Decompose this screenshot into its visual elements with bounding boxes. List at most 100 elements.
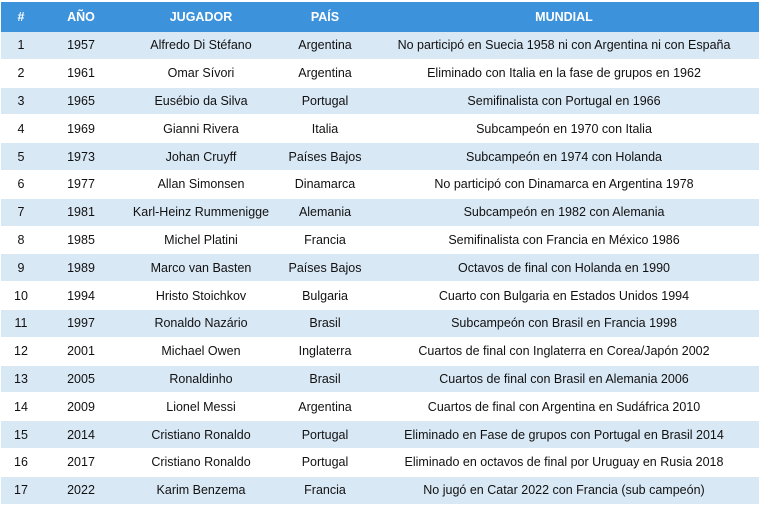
- table-row: 12 2001 Michael Owen Inglaterra Cuartos de f…: [1, 337, 759, 366]
- header-cell: AÑO: [41, 2, 121, 32]
- table-cell: Hristo Stoichkov: [121, 281, 281, 310]
- table-cell: Alfredo Di Stéfano: [121, 32, 281, 60]
- table-row: 6 1977 Allan Simonsen Dinamarca No participó…: [1, 170, 759, 199]
- header-cell: PAÍS: [281, 2, 369, 32]
- table-cell: 1989: [41, 253, 121, 283]
- table-row: 17 2022 Karim Benzema Francia No jugó en Cat…: [1, 476, 759, 505]
- table-cell: Ronaldo Nazário: [121, 309, 281, 338]
- table-cell: Países Bajos: [281, 142, 369, 171]
- table-cell: 4: [1, 114, 41, 144]
- table-cell: Argentina: [281, 392, 369, 422]
- table-cell: 1965: [41, 87, 121, 116]
- table-cell: No participó en Suecia 1958 ni con Argen…: [369, 32, 759, 60]
- table-row: 2 1961 Omar Sívori Argentina Eliminado con I…: [1, 59, 759, 88]
- table-cell: 2022: [41, 476, 121, 505]
- table-cell: 1997: [41, 309, 121, 338]
- table-cell: Semifinalista con Portugal en 1966: [369, 87, 759, 116]
- table-cell: 1977: [41, 170, 121, 199]
- table-cell: Bulgaria: [281, 281, 369, 310]
- table-cell: 1957: [41, 32, 121, 60]
- table-cell: 2017: [41, 448, 121, 477]
- table-row: 10 1994 Hristo Stoichkov Bulgaria Cuarto con…: [1, 281, 759, 310]
- table-cell: Inglaterra: [281, 337, 369, 366]
- table-cell: Michael Owen: [121, 337, 281, 366]
- table-cell: Gianni Rivera: [121, 114, 281, 144]
- table-cell: Subcampeón en 1970 con Italia: [369, 114, 759, 144]
- table-cell: 8: [1, 226, 41, 255]
- table-cell: Eusébio da Silva: [121, 87, 281, 116]
- header-cell: MUNDIAL: [369, 2, 759, 32]
- table-cell: 16: [1, 448, 41, 477]
- table-cell: Octavos de final con Holanda en 1990: [369, 253, 759, 283]
- table-cell: Alemania: [281, 198, 369, 227]
- table-cell: 12: [1, 337, 41, 366]
- table-cell: Cuarto con Bulgaria en Estados Unidos 19…: [369, 281, 759, 310]
- table-row: 1 1957 Alfredo Di Stéfano Argentina No parti…: [1, 32, 759, 60]
- header-row: # AÑO JUGADOR PAÍS MUNDIAL: [1, 2, 759, 32]
- table-cell: 2: [1, 59, 41, 88]
- table-cell: 1: [1, 32, 41, 60]
- table-row: 5 1973 Johan Cruyff Países Bajos Subcampeón …: [1, 142, 759, 171]
- table-cell: Argentina: [281, 32, 369, 60]
- table-cell: 3: [1, 87, 41, 116]
- table-cell: 7: [1, 198, 41, 227]
- table-cell: 10: [1, 281, 41, 310]
- table-cell: Johan Cruyff: [121, 142, 281, 171]
- table-cell: Francia: [281, 226, 369, 255]
- table-cell: Michel Platini: [121, 226, 281, 255]
- table-cell: 2009: [41, 392, 121, 422]
- table-cell: Subcampeón en 1974 con Holanda: [369, 142, 759, 171]
- table-cell: 2001: [41, 337, 121, 366]
- table-cell: Eliminado en octavos de final por Urugua…: [369, 448, 759, 477]
- table-cell: Países Bajos: [281, 253, 369, 283]
- header-cell: #: [1, 2, 41, 32]
- table-cell: Omar Sívori: [121, 59, 281, 88]
- table-cell: Lionel Messi: [121, 392, 281, 422]
- table-cell: 1985: [41, 226, 121, 255]
- table-cell: No participó con Dinamarca en Argentina …: [369, 170, 759, 199]
- table-cell: 11: [1, 309, 41, 338]
- table-cell: Karl-Heinz Rummenigge: [121, 198, 281, 227]
- table-cell: Dinamarca: [281, 170, 369, 199]
- header-cell: JUGADOR: [121, 2, 281, 32]
- table-cell: 1994: [41, 281, 121, 310]
- table-row: 4 1969 Gianni Rivera Italia Subcampeón en 19…: [1, 114, 759, 144]
- table-cell: Francia: [281, 476, 369, 505]
- table-cell: Cristiano Ronaldo: [121, 420, 281, 449]
- table-cell: 14: [1, 392, 41, 422]
- table-cell: 1961: [41, 59, 121, 88]
- table-cell: 6: [1, 170, 41, 199]
- table-row: 11 1997 Ronaldo Nazário Brasil Subcampeón co…: [1, 309, 759, 338]
- table-row: 16 2017 Cristiano Ronaldo Portugal Eliminado…: [1, 448, 759, 477]
- table-body: 1 1957 Alfredo Di Stéfano Argentina No parti…: [1, 32, 759, 505]
- table-cell: No jugó en Catar 2022 con Francia (sub c…: [369, 476, 759, 505]
- table-cell: 2014: [41, 420, 121, 449]
- table-cell: 1973: [41, 142, 121, 171]
- table-cell: 13: [1, 365, 41, 394]
- table-cell: 17: [1, 476, 41, 505]
- table-cell: Marco van Basten: [121, 253, 281, 283]
- table-row: 9 1989 Marco van Basten Países Bajos Octavos…: [1, 253, 759, 283]
- table-cell: Cuartos de final con Brasil en Alemania …: [369, 365, 759, 394]
- table-row: 3 1965 Eusébio da Silva Portugal Semifinalis…: [1, 87, 759, 116]
- table-cell: Portugal: [281, 87, 369, 116]
- table-cell: Cristiano Ronaldo: [121, 448, 281, 477]
- table-row: 8 1985 Michel Platini Francia Semifinalista …: [1, 226, 759, 255]
- table-cell: Cuartos de final con Argentina en Sudáfr…: [369, 392, 759, 422]
- table-cell: Cuartos de final con Inglaterra en Corea…: [369, 337, 759, 366]
- table-cell: Eliminado en Fase de grupos con Portugal…: [369, 420, 759, 449]
- table-cell: Italia: [281, 114, 369, 144]
- table-cell: Subcampeón en 1982 con Alemania: [369, 198, 759, 227]
- table-row: 15 2014 Cristiano Ronaldo Portugal Eliminado…: [1, 420, 759, 449]
- table-cell: Portugal: [281, 420, 369, 449]
- table-cell: 2005: [41, 365, 121, 394]
- table-cell: Subcampeón con Brasil en Francia 1998: [369, 309, 759, 338]
- table-cell: Ronaldinho: [121, 365, 281, 394]
- table-cell: 9: [1, 253, 41, 283]
- table-cell: Eliminado con Italia en la fase de grupo…: [369, 59, 759, 88]
- table-row: 14 2009 Lionel Messi Argentina Cuartos de fi…: [1, 392, 759, 422]
- table-cell: Portugal: [281, 448, 369, 477]
- table-cell: Semifinalista con Francia en México 1986: [369, 226, 759, 255]
- table-cell: 1969: [41, 114, 121, 144]
